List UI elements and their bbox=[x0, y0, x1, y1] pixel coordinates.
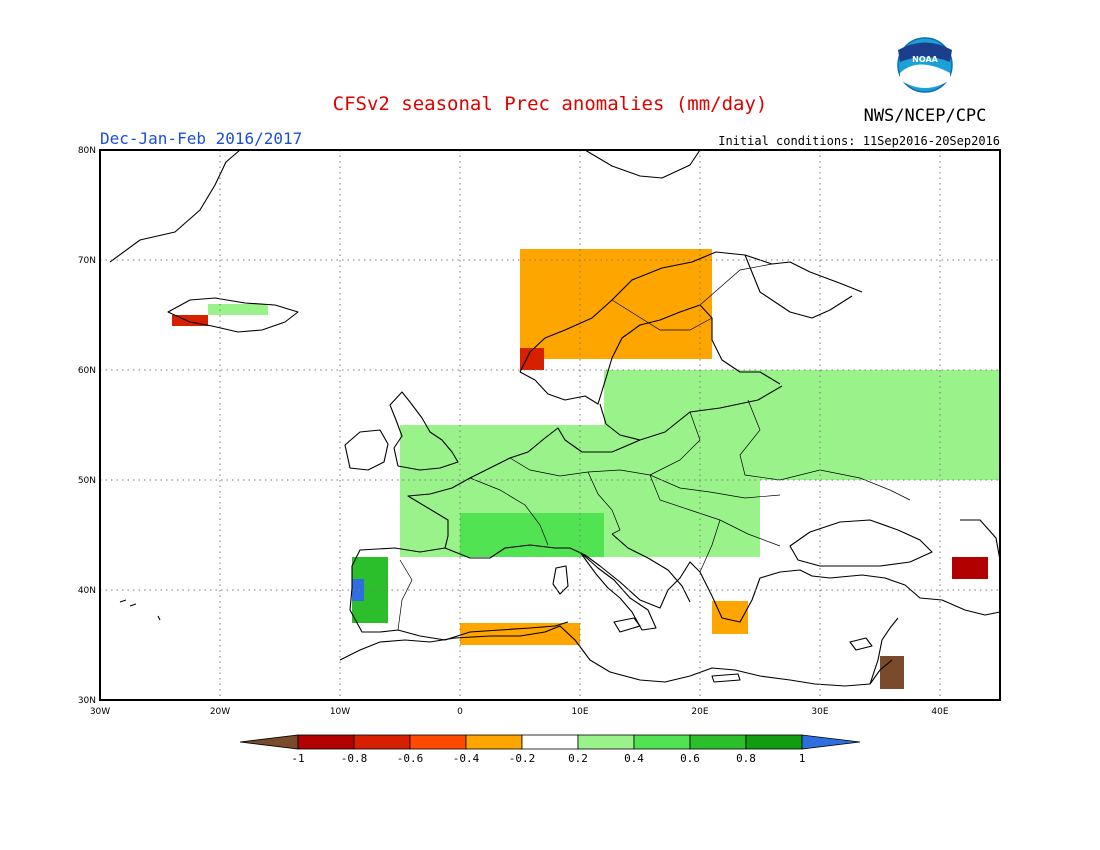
lon-tick-label: 30W bbox=[90, 707, 110, 717]
lat-tick-label: 80N bbox=[78, 146, 96, 156]
colorbar-bin-7 bbox=[633, 734, 691, 750]
initial-conditions: Initial conditions: 11Sep2016-20Sep2016 bbox=[718, 134, 1000, 148]
colorbar-label: -0.8 bbox=[341, 752, 368, 765]
lon-tick-label: 40E bbox=[931, 707, 948, 717]
anomaly-region-6 bbox=[520, 348, 544, 370]
anomaly-region-9 bbox=[460, 623, 580, 645]
lat-tick-label: 50N bbox=[78, 476, 96, 486]
lon-tick-label: 10E bbox=[571, 707, 588, 717]
anomaly-region-8 bbox=[208, 304, 268, 315]
colorbar-bin-3 bbox=[409, 734, 467, 750]
colorbar-arrow-low bbox=[239, 734, 299, 750]
map-frame bbox=[99, 149, 1001, 701]
colorbar-label: 0.8 bbox=[736, 752, 756, 765]
colorbar-label: 1 bbox=[799, 752, 806, 765]
colorbar-labels: -1 -0.8 -0.6 -0.4 -0.2 0.2 0.4 0.6 0.8 1 bbox=[291, 752, 805, 765]
colorbar-arrow-high bbox=[801, 734, 861, 750]
lat-tick-label: 30N bbox=[78, 696, 96, 706]
colorbar-bin-2 bbox=[353, 734, 411, 750]
colorbar-bin-9 bbox=[745, 734, 803, 750]
lon-tick-labels: 30W 20W 10W 0 10E 20E 30E 40E bbox=[90, 707, 949, 717]
anomaly-region-11 bbox=[952, 557, 988, 579]
colorbar-label: 0.4 bbox=[624, 752, 644, 765]
agency-label: NWS/NCEP/CPC bbox=[864, 106, 987, 126]
lon-tick-label: 20W bbox=[210, 707, 230, 717]
season-label: Dec-Jan-Feb 2016/2017 bbox=[100, 129, 302, 148]
lat-tick-label: 40N bbox=[78, 586, 96, 596]
colorbar-bin-1 bbox=[297, 734, 355, 750]
gridlines bbox=[100, 150, 1000, 700]
coastlines bbox=[109, 149, 1001, 687]
colorbar-label: -1 bbox=[291, 752, 304, 765]
lon-tick-label: 10W bbox=[330, 707, 350, 717]
lat-tick-labels: 80N 70N 60N 50N 40N 30N bbox=[78, 146, 96, 706]
anomaly-region-5 bbox=[520, 249, 712, 359]
colorbar-label: -0.2 bbox=[509, 752, 536, 765]
lon-tick-label: 20E bbox=[691, 707, 708, 717]
colorbar-bin-5 bbox=[521, 734, 579, 750]
colorbar-label: -0.6 bbox=[397, 752, 424, 765]
colorbar-bin-6 bbox=[577, 734, 635, 750]
colorbar-bin-8 bbox=[689, 734, 747, 750]
colorbar bbox=[239, 734, 861, 750]
map-panel: 80N 70N 60N 50N 40N 30N 30W 20W 10W 0 10E 20E 30E 40… bbox=[78, 146, 1001, 717]
anomaly-region-12 bbox=[880, 656, 904, 689]
lon-tick-label: 0 bbox=[457, 707, 463, 717]
lat-tick-label: 70N bbox=[78, 256, 96, 266]
colorbar-label: -0.4 bbox=[453, 752, 480, 765]
lon-tick-label: 30E bbox=[811, 707, 828, 717]
anomaly-region-2 bbox=[460, 513, 604, 557]
logo-text: NOAA bbox=[912, 55, 938, 64]
map-title: CFSv2 seasonal Prec anomalies (mm/day) bbox=[333, 93, 768, 115]
lat-tick-label: 60N bbox=[78, 366, 96, 376]
colorbar-label: 0.2 bbox=[568, 752, 588, 765]
anomaly-region-4 bbox=[352, 579, 364, 601]
country-borders bbox=[397, 263, 911, 631]
anomaly-region-7 bbox=[172, 315, 208, 326]
colorbar-bin-4 bbox=[465, 734, 523, 750]
colorbar-label: 0.6 bbox=[680, 752, 700, 765]
noaa-logo: NOAA bbox=[897, 37, 953, 93]
